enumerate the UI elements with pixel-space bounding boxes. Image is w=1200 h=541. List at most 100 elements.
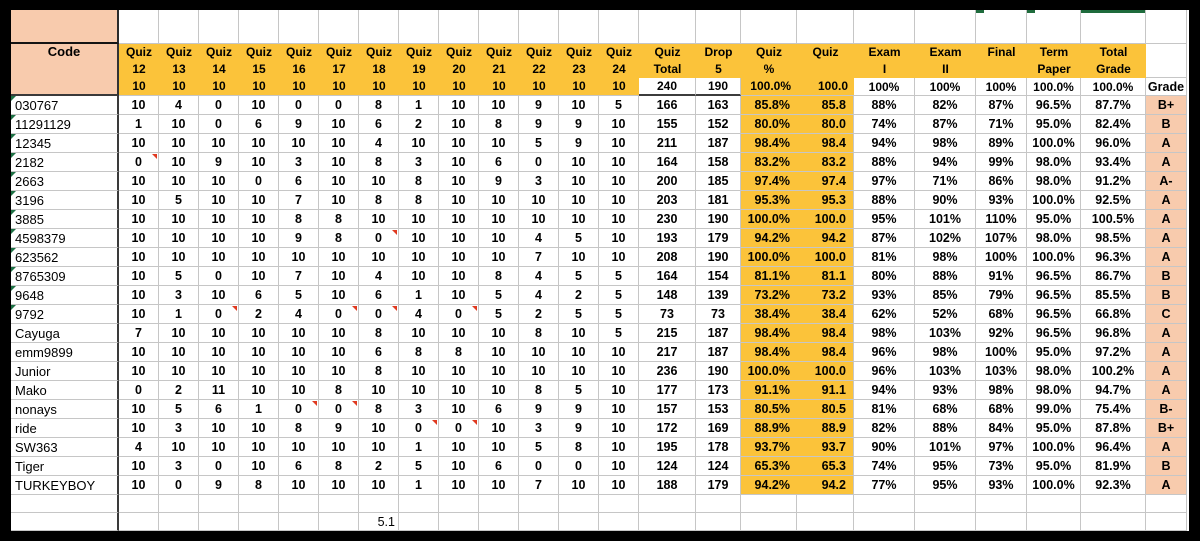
total_grade-cell[interactable]: 87.8%: [1081, 419, 1146, 438]
exam2-cell[interactable]: 82%: [915, 96, 976, 115]
quiz_pct-cell[interactable]: 94.2%: [741, 229, 797, 248]
top-cell-quiz13[interactable]: [159, 10, 199, 44]
total_grade-cell[interactable]: 96.3%: [1081, 248, 1146, 267]
quiz_avg-cell[interactable]: 93.7: [797, 438, 854, 457]
final-cell[interactable]: 93%: [976, 476, 1027, 495]
quiz-score-cell[interactable]: 1: [399, 96, 439, 115]
col-max-quiz_pct[interactable]: 100.0%: [741, 78, 797, 96]
grade-cell[interactable]: A: [1146, 324, 1187, 343]
empty-cell[interactable]: [199, 513, 239, 531]
exam1-cell[interactable]: 88%: [854, 153, 915, 172]
col-header-exam2-line2[interactable]: II: [915, 61, 976, 78]
quiz_avg-cell[interactable]: 85.8: [797, 96, 854, 115]
exam1-cell[interactable]: 88%: [854, 96, 915, 115]
quiz-score-cell[interactable]: 10: [279, 362, 319, 381]
quiz-score-cell[interactable]: 10: [199, 134, 239, 153]
student-code-cell[interactable]: 3196: [11, 191, 119, 210]
top-cell-quiz15[interactable]: [239, 10, 279, 44]
quiz-score-cell[interactable]: 10: [599, 248, 639, 267]
empty-cell[interactable]: [279, 495, 319, 513]
top-cell-quiz21[interactable]: [479, 10, 519, 44]
quiz-score-cell[interactable]: 10: [599, 419, 639, 438]
exam1-cell[interactable]: 62%: [854, 305, 915, 324]
quiz-score-cell[interactable]: 8: [359, 96, 399, 115]
quiz-score-cell[interactable]: 10: [599, 191, 639, 210]
quiz-score-cell[interactable]: 10: [479, 362, 519, 381]
total_grade-cell[interactable]: 100.2%: [1081, 362, 1146, 381]
exam1-cell[interactable]: 94%: [854, 381, 915, 400]
drop5-cell[interactable]: 152: [696, 115, 741, 134]
quiz_total-cell[interactable]: 166: [639, 96, 696, 115]
quiz-score-cell[interactable]: 8: [399, 172, 439, 191]
quiz_pct-cell[interactable]: 97.4%: [741, 172, 797, 191]
quiz-score-cell[interactable]: 10: [479, 419, 519, 438]
quiz-score-cell[interactable]: 10: [159, 324, 199, 343]
quiz-score-cell[interactable]: 10: [119, 96, 159, 115]
total_grade-cell[interactable]: 92.3%: [1081, 476, 1146, 495]
quiz-score-cell[interactable]: 5: [599, 286, 639, 305]
term_paper-cell[interactable]: 95.0%: [1027, 210, 1081, 229]
quiz-score-cell[interactable]: 10: [159, 343, 199, 362]
quiz-score-cell[interactable]: 9: [199, 153, 239, 172]
term_paper-cell[interactable]: 95.0%: [1027, 343, 1081, 362]
quiz-score-cell[interactable]: 0: [559, 457, 599, 476]
quiz-score-cell[interactable]: 7: [279, 267, 319, 286]
quiz-score-cell[interactable]: 2: [519, 305, 559, 324]
quiz-score-cell[interactable]: 10: [439, 457, 479, 476]
quiz-score-cell[interactable]: 0: [319, 305, 359, 324]
term_paper-cell[interactable]: 100.0%: [1027, 248, 1081, 267]
exam2-cell[interactable]: 93%: [915, 381, 976, 400]
quiz-score-cell[interactable]: 10: [199, 419, 239, 438]
quiz-score-cell[interactable]: 10: [119, 172, 159, 191]
quiz-score-cell[interactable]: 0: [519, 457, 559, 476]
quiz-score-cell[interactable]: 7: [519, 248, 559, 267]
quiz-score-cell[interactable]: 8: [319, 381, 359, 400]
top-cell-final[interactable]: [976, 10, 1027, 44]
col-header-quiz23-line2[interactable]: 23: [559, 61, 599, 78]
col-header-quiz12-line1[interactable]: Quiz: [119, 44, 159, 61]
quiz-score-cell[interactable]: 10: [479, 438, 519, 457]
quiz-score-cell[interactable]: 10: [399, 229, 439, 248]
col-header-quiz_avg-line1[interactable]: Quiz: [797, 44, 854, 61]
grade-cell[interactable]: A: [1146, 153, 1187, 172]
student-code-cell[interactable]: Mako: [11, 381, 119, 400]
exam1-cell[interactable]: 93%: [854, 286, 915, 305]
final-cell[interactable]: 68%: [976, 305, 1027, 324]
term_paper-cell[interactable]: 100.0%: [1027, 134, 1081, 153]
empty-cell[interactable]: [279, 513, 319, 531]
grade-cell[interactable]: A: [1146, 476, 1187, 495]
student-code-cell[interactable]: 623562: [11, 248, 119, 267]
empty-cell[interactable]: [915, 495, 976, 513]
col-max-final[interactable]: 100%: [976, 78, 1027, 96]
col-header-final-line2[interactable]: [976, 61, 1027, 78]
quiz-score-cell[interactable]: 3: [519, 419, 559, 438]
quiz-score-cell[interactable]: 0: [279, 96, 319, 115]
empty-cell[interactable]: [159, 513, 199, 531]
grade-cell[interactable]: B: [1146, 115, 1187, 134]
quiz-score-cell[interactable]: 9: [519, 115, 559, 134]
quiz_total-cell[interactable]: 215: [639, 324, 696, 343]
empty-cell[interactable]: [854, 495, 915, 513]
quiz-score-cell[interactable]: 10: [239, 324, 279, 343]
quiz_pct-cell[interactable]: 100.0%: [741, 362, 797, 381]
quiz-score-cell[interactable]: 10: [359, 419, 399, 438]
quiz-score-cell[interactable]: 10: [399, 267, 439, 286]
quiz-score-cell[interactable]: 8: [359, 191, 399, 210]
empty-cell[interactable]: [359, 495, 399, 513]
quiz-score-cell[interactable]: 3: [159, 457, 199, 476]
total_grade-cell[interactable]: 86.7%: [1081, 267, 1146, 286]
total_grade-cell[interactable]: 100.5%: [1081, 210, 1146, 229]
exam1-cell[interactable]: 88%: [854, 191, 915, 210]
student-code-cell[interactable]: Junior: [11, 362, 119, 381]
quiz-score-cell[interactable]: 10: [439, 172, 479, 191]
exam1-cell[interactable]: 97%: [854, 172, 915, 191]
top-cell-code[interactable]: [11, 10, 119, 44]
drop5-cell[interactable]: 187: [696, 134, 741, 153]
quiz-score-cell[interactable]: 7: [519, 476, 559, 495]
final-cell[interactable]: 84%: [976, 419, 1027, 438]
quiz-score-cell[interactable]: 4: [279, 305, 319, 324]
quiz-score-cell[interactable]: 4: [359, 134, 399, 153]
quiz-score-cell[interactable]: 10: [439, 191, 479, 210]
drop5-cell[interactable]: 153: [696, 400, 741, 419]
term_paper-cell[interactable]: 98.0%: [1027, 153, 1081, 172]
